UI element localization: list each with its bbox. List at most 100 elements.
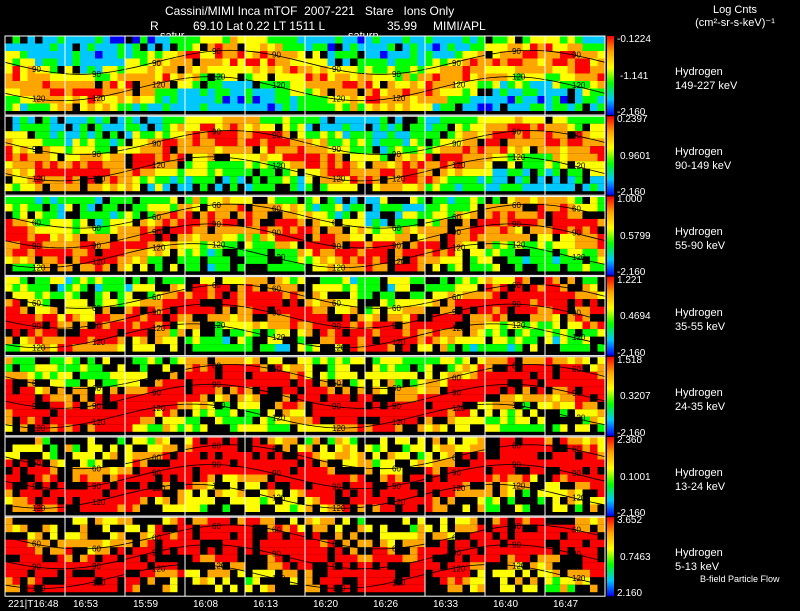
heatmap-cell xyxy=(192,437,200,445)
heatmap-cell xyxy=(275,504,283,512)
heatmap-cell xyxy=(200,532,208,540)
heatmap-cell xyxy=(395,58,403,66)
heatmap-cell xyxy=(530,517,538,525)
heatmap-cell xyxy=(200,482,208,490)
heatmap-cell xyxy=(260,371,268,380)
heatmap-cell xyxy=(477,276,485,285)
heatmap-cell xyxy=(140,131,148,139)
heatmap-cell xyxy=(455,482,463,490)
heatmap-cell xyxy=(27,138,35,147)
heatmap-cell xyxy=(80,452,88,460)
heatmap-cell xyxy=(215,329,223,337)
heatmap-cell xyxy=(522,256,530,264)
heatmap-cell xyxy=(335,409,343,417)
heatmap-cell xyxy=(80,241,88,249)
contour-label: 90 xyxy=(452,549,461,558)
heatmap-cell xyxy=(342,569,350,578)
heatmap-cell xyxy=(20,123,28,132)
heatmap-cell xyxy=(440,183,448,192)
heatmap-cell xyxy=(57,123,65,132)
colorbar-min-label: -2.160 xyxy=(617,508,646,519)
heatmap-cell xyxy=(245,36,253,44)
heatmap-cell xyxy=(170,379,178,387)
heatmap-cell xyxy=(492,183,500,192)
heatmap-cell xyxy=(522,554,530,563)
heatmap-cell xyxy=(432,314,440,322)
heatmap-cell xyxy=(207,444,215,452)
heatmap-cell xyxy=(387,364,395,372)
heatmap-cell xyxy=(192,256,200,264)
heatmap-cell xyxy=(155,176,163,184)
heatmap-cell xyxy=(522,43,530,51)
heatmap-cell xyxy=(492,386,500,395)
heatmap-cell xyxy=(335,276,343,285)
heatmap-cell xyxy=(312,424,320,432)
contour-label: 90 xyxy=(332,482,341,491)
heatmap-cell xyxy=(485,233,493,242)
heatmap-cell xyxy=(27,364,35,372)
heatmap-cell xyxy=(455,36,463,44)
heatmap-cell xyxy=(327,517,335,525)
heatmap-cell xyxy=(65,394,73,402)
heatmap-cell xyxy=(95,233,103,242)
heatmap-cell xyxy=(410,314,418,322)
heatmap-cell xyxy=(200,306,208,315)
heatmap-cell xyxy=(537,321,545,330)
heatmap-cell xyxy=(162,504,170,512)
heatmap-cell xyxy=(590,131,598,139)
heatmap-cell xyxy=(12,138,20,147)
heatmap-cell xyxy=(87,81,95,89)
heatmap-cell xyxy=(260,452,268,460)
heatmap-cell xyxy=(192,379,200,387)
heatmap-cell xyxy=(560,364,568,372)
heatmap-cell xyxy=(207,116,215,124)
heatmap-cell xyxy=(237,146,245,154)
contour-label: 120 xyxy=(572,161,586,170)
heatmap-cell xyxy=(50,241,58,249)
heatmap-cell xyxy=(95,409,103,417)
heatmap-cell xyxy=(72,276,80,285)
heatmap-cell xyxy=(230,168,238,177)
heatmap-cell xyxy=(192,103,200,111)
heatmap-cell xyxy=(245,168,253,177)
heatmap-cell xyxy=(95,73,103,81)
heatmap-cell xyxy=(207,123,215,132)
heatmap-cell xyxy=(447,248,455,257)
contour-label: 90 xyxy=(392,402,401,411)
heatmap-cell xyxy=(140,96,148,104)
heatmap-cell xyxy=(312,497,320,505)
heatmap-cell xyxy=(522,371,530,380)
heatmap-cell xyxy=(5,401,13,410)
heatmap-cell xyxy=(402,263,410,272)
heatmap-cell xyxy=(50,474,58,482)
heatmap-cell xyxy=(447,196,455,204)
heatmap-cell xyxy=(567,314,575,322)
heatmap-cell xyxy=(432,196,440,204)
heatmap-cell xyxy=(372,256,380,264)
heatmap-cell xyxy=(432,116,440,124)
heatmap-cell xyxy=(177,73,185,81)
heatmap-cell xyxy=(440,276,448,285)
heatmap-cell xyxy=(537,123,545,132)
contour-label: 120 xyxy=(92,258,106,267)
heatmap-cell xyxy=(530,58,538,66)
heatmap-cell xyxy=(95,547,103,555)
heatmap-cell xyxy=(125,321,133,330)
heatmap-cell xyxy=(387,146,395,154)
heatmap-cell xyxy=(170,444,178,452)
heatmap-cell xyxy=(50,524,58,533)
heatmap-cell xyxy=(597,183,605,192)
heatmap-cell xyxy=(57,539,65,548)
heatmap-cell xyxy=(312,401,320,410)
heatmap-cell xyxy=(575,226,583,234)
heatmap-cell xyxy=(342,203,350,212)
heatmap-cell xyxy=(335,452,343,460)
heatmap-cell xyxy=(290,569,298,578)
heatmap-cell xyxy=(87,248,95,257)
heatmap-cell xyxy=(177,211,185,219)
heatmap-cell xyxy=(297,314,305,322)
heatmap-cell xyxy=(102,183,110,192)
heatmap-cell xyxy=(462,58,470,66)
heatmap-cell xyxy=(87,211,95,219)
heatmap-cell xyxy=(575,356,583,365)
